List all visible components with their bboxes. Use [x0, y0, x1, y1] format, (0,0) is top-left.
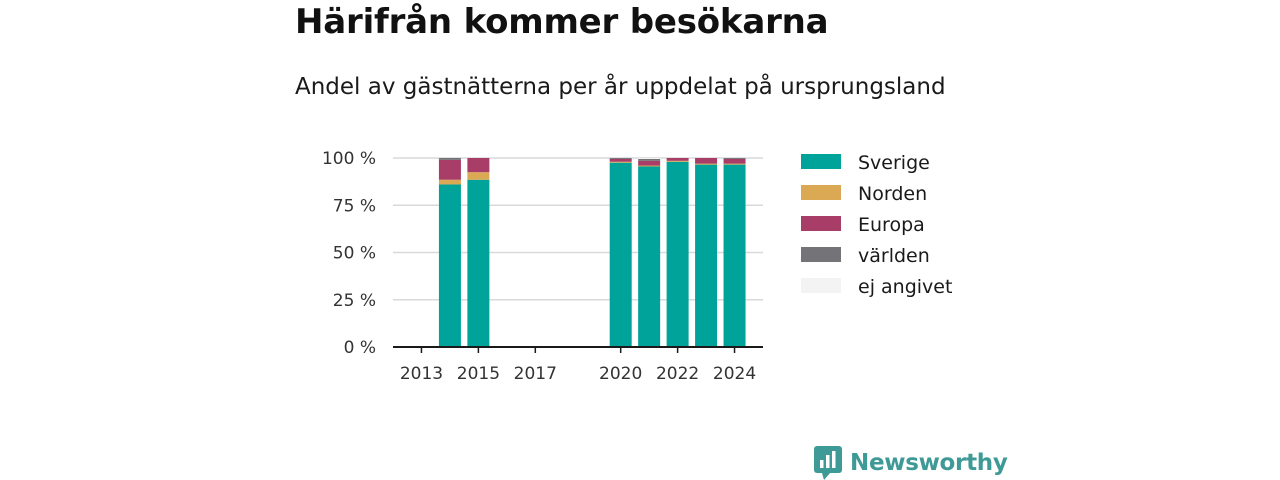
- bar-segment: [609, 158, 632, 162]
- chart-subtitle: Andel av gästnätterna per år uppdelat på…: [295, 74, 946, 100]
- bar-segment: [438, 158, 461, 160]
- y-tick-label: 25 %: [333, 291, 376, 311]
- bar-segment: [723, 158, 746, 159]
- bar-segment: [666, 160, 689, 162]
- axes: 0 % 25 % 50 % 75 % 100 % 2013 2015 2017 2020 2022…: [322, 149, 763, 384]
- legend-swatch: [801, 216, 841, 231]
- bar-segment: [695, 163, 718, 165]
- legend-swatch: [801, 185, 841, 200]
- legend-swatch: [801, 278, 841, 293]
- legend-label: världen: [858, 245, 930, 267]
- brand-name: Newsworthy: [850, 450, 1008, 476]
- legend: Sverige Norden Europa världen ej angivet: [801, 152, 952, 298]
- bar-segment: [609, 161, 632, 163]
- bar-segment: [438, 179, 461, 185]
- bar-segment: [638, 166, 661, 347]
- bar-segment: [467, 172, 490, 180]
- bar-segment: [666, 158, 689, 161]
- chart-title: Härifrån kommer besökarna: [295, 2, 829, 42]
- bar-segment: [723, 158, 746, 164]
- bar-segment: [638, 158, 661, 159]
- x-tick-label: 2015: [457, 364, 500, 384]
- newsworthy-logo: Newsworthy: [814, 446, 1008, 480]
- bar-segment: [467, 158, 490, 173]
- legend-label: ej angivet: [858, 276, 952, 298]
- bar-segment: [609, 162, 632, 347]
- x-tick-label: 2017: [514, 364, 557, 384]
- y-tick-label: 50 %: [333, 244, 376, 264]
- bar-segment: [467, 179, 490, 347]
- bar-segment: [723, 164, 746, 347]
- bar-segment: [723, 163, 746, 165]
- bar-segment: [666, 161, 689, 347]
- y-tick-label: 0 %: [344, 338, 376, 358]
- bars: [438, 158, 746, 347]
- x-tick-label: 2020: [599, 364, 642, 384]
- x-tick-label: 2022: [656, 364, 699, 384]
- legend-label: Sverige: [858, 152, 930, 174]
- y-tick-label: 100 %: [322, 149, 376, 169]
- legend-label: Europa: [858, 214, 925, 236]
- y-tick-label: 75 %: [333, 196, 376, 216]
- bar-segment: [609, 158, 632, 159]
- legend-swatch: [801, 247, 841, 262]
- bar-segment: [695, 164, 718, 347]
- x-tick-label: 2024: [713, 364, 756, 384]
- bar-segment: [438, 159, 461, 180]
- bar-segment: [638, 158, 661, 161]
- bar-segment: [695, 158, 718, 164]
- legend-swatch: [801, 154, 841, 169]
- legend-label: Norden: [858, 183, 927, 205]
- bar-segment: [638, 165, 661, 167]
- x-tick-label: 2013: [400, 364, 443, 384]
- newsworthy-chart-bubble-icon: [814, 446, 842, 480]
- bar-segment: [438, 184, 461, 347]
- bar-segment: [638, 160, 661, 166]
